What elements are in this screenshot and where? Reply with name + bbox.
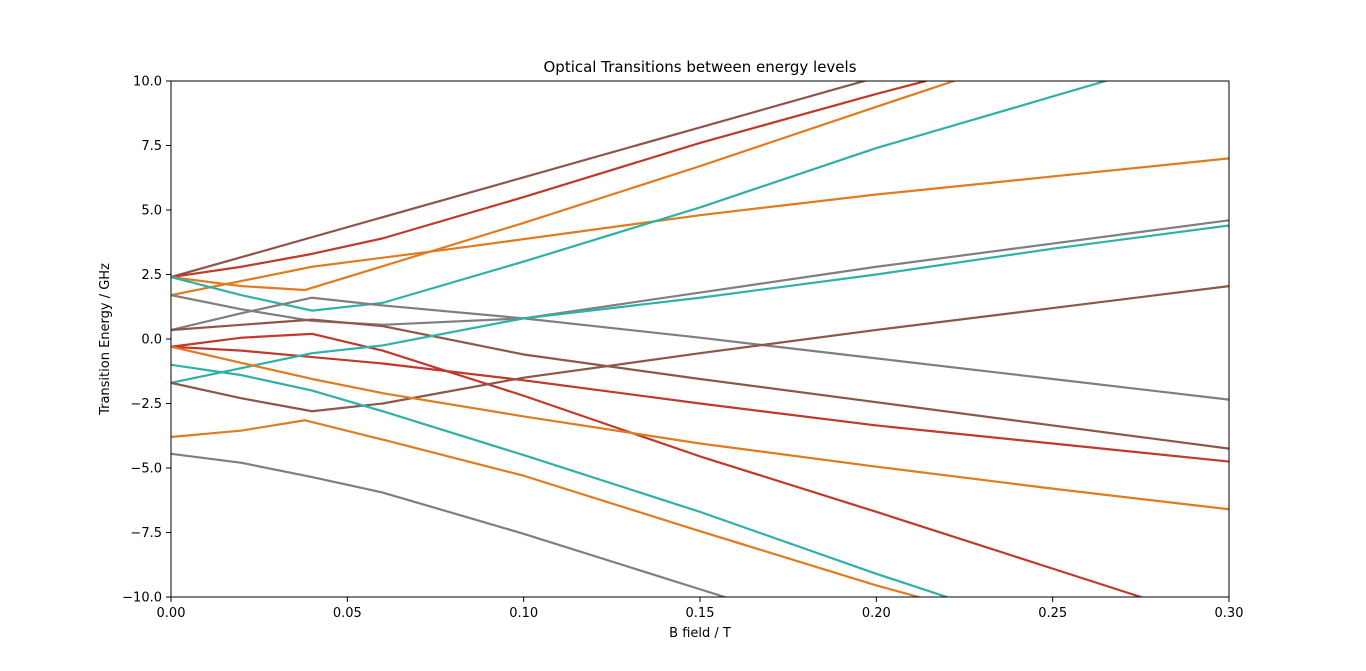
series-line-7 (171, 296, 1229, 401)
x-tick-label: 0.05 (333, 606, 362, 621)
y-tick-label: 2.5 (141, 268, 162, 283)
y-tick-label: 7.5 (141, 139, 162, 154)
x-axis-label: B field / T (669, 626, 731, 641)
y-tick-label: 0.0 (141, 333, 162, 348)
y-tick-label: −5.0 (130, 462, 162, 477)
chart-title: Optical Transitions between energy level… (543, 58, 856, 76)
series-line-12 (171, 285, 1229, 413)
series-line-8 (171, 318, 1229, 450)
series-line-14 (171, 363, 948, 597)
series-line-4 (171, 157, 1229, 297)
series-line-11 (171, 224, 1229, 384)
series-line-10 (171, 345, 1229, 463)
series-layer (171, 81, 1229, 597)
series-line-9 (171, 332, 1142, 597)
x-tick-label: 0.10 (509, 606, 538, 621)
series-line-1 (171, 81, 869, 279)
x-tick-label: 0.25 (1038, 606, 1067, 621)
series-line-15 (171, 419, 920, 597)
x-axis: 0.00 0.05 0.10 0.15 0.20 0.25 0.30 (157, 597, 1244, 621)
x-tick-label: 0.20 (862, 606, 891, 621)
y-tick-label: −10.0 (122, 591, 162, 606)
series-line-2 (171, 81, 927, 279)
y-tick-label: −2.5 (130, 397, 162, 412)
y-tick-label: −7.5 (130, 526, 162, 541)
series-line-13 (171, 345, 1229, 511)
x-tick-label: 0.30 (1215, 606, 1244, 621)
y-tick-label: 10.0 (133, 75, 162, 90)
series-line-5 (171, 81, 1107, 312)
y-tick-label: 5.0 (141, 204, 162, 219)
y-axis: −10.0 −7.5 −5.0 −2.5 0.0 2.5 5.0 7.5 10.0 (122, 75, 171, 606)
y-axis-label: Transition Energy / GHz (98, 263, 113, 416)
series-line-16 (171, 452, 726, 597)
x-tick-label: 0.15 (686, 606, 715, 621)
x-tick-label: 0.00 (157, 606, 186, 621)
